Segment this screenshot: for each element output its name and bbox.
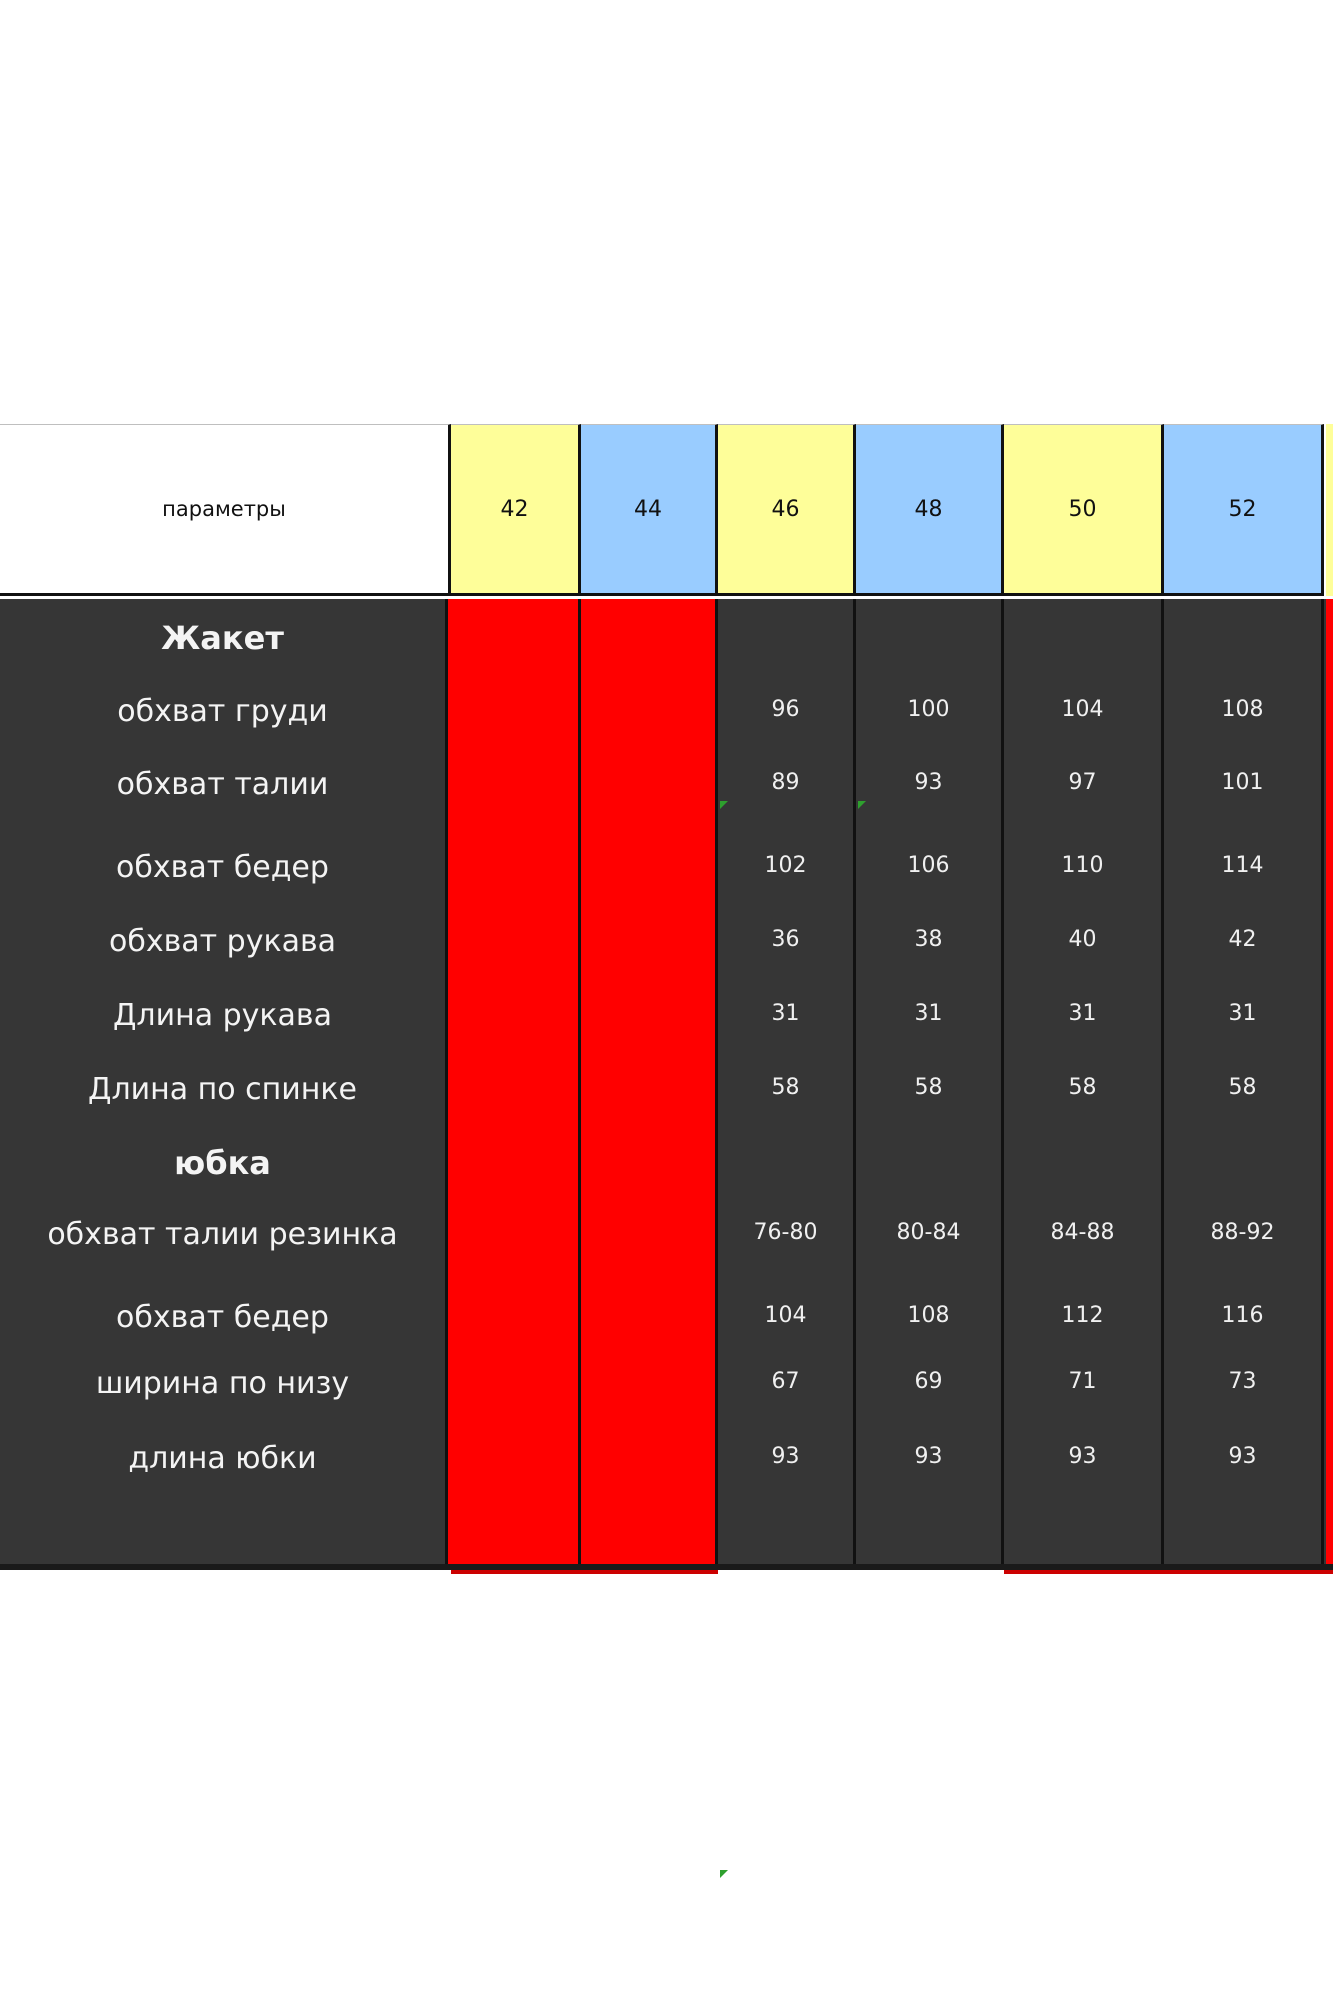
table-cell-value: 96 (771, 697, 800, 722)
row-label: обхват бедер (116, 1300, 329, 1335)
table-cell-value: 104 (1061, 697, 1104, 722)
section-heading: юбка (174, 1144, 271, 1182)
size-42-unavailable-column (448, 599, 581, 1564)
table-cell-value: 73 (1228, 1369, 1257, 1394)
table-cell-value: 58 (1228, 1075, 1257, 1100)
table-cell-value: 84-88 (1050, 1220, 1115, 1245)
size-label: 46 (771, 496, 800, 522)
table-cell-value: 112 (1061, 1303, 1104, 1328)
cell-comment-marker (720, 801, 728, 809)
table-cell-value: 88-92 (1210, 1220, 1275, 1245)
table-cell-value: 93 (914, 1444, 943, 1469)
table-cell-value: 58 (914, 1075, 943, 1100)
table-cell-value: 58 (771, 1075, 800, 1100)
size-label: 44 (634, 496, 662, 522)
row-label: ширина по низу (95, 1366, 350, 1401)
table-cell-value: 93 (1068, 1444, 1097, 1469)
cell-comment-marker (858, 801, 866, 809)
row-label: Длина рукава (112, 998, 332, 1033)
table-cell-value: 108 (907, 1303, 950, 1328)
table-cell-value: 89 (771, 770, 800, 795)
table-cell-value: 106 (907, 853, 950, 878)
table-cell-value: 31 (771, 1001, 800, 1026)
table-cell-value: 31 (1068, 1001, 1097, 1026)
size-44-unavailable-column (581, 599, 718, 1564)
size-header-48: 48 (856, 424, 1004, 596)
table-cell-value: 36 (771, 927, 800, 952)
next-column-edge (1326, 424, 1333, 596)
row-label: обхват бедер (116, 850, 329, 885)
row-label: обхват талии резинка (47, 1217, 398, 1252)
table-cell-value: 76-80 (753, 1220, 818, 1245)
row-label: обхват груди (117, 694, 328, 729)
table-cell-value: 42 (1228, 927, 1257, 952)
table-cell-value: 40 (1068, 927, 1097, 952)
size-chart-table: параметры 42 44 46 48 50 52 Жакет обхват … (0, 424, 1333, 1878)
red-underline (451, 1570, 718, 1574)
size-48-column: 100 93 106 38 31 58 80-84 108 69 93 (856, 599, 1004, 1564)
table-bottom-border (0, 1564, 1333, 1570)
size-52-column: 108 101 114 42 31 58 88-92 116 73 93 (1164, 599, 1324, 1564)
table-cell-value: 71 (1068, 1369, 1097, 1394)
row-label: длина юбки (128, 1441, 317, 1476)
table-cell-value: 116 (1221, 1303, 1264, 1328)
table-body: Жакет обхват груди обхват талии обхват беде… (0, 599, 1333, 1878)
size-50-column: 104 97 110 40 31 58 84-88 112 71 93 (1004, 599, 1164, 1564)
size-label: 50 (1068, 496, 1097, 522)
table-cell-value: 97 (1068, 770, 1097, 795)
row-labels-column: Жакет обхват груди обхват талии обхват беде… (0, 599, 448, 1564)
table-cell-value: 93 (914, 770, 943, 795)
header-label: параметры (162, 497, 286, 521)
size-header-46: 46 (718, 424, 856, 596)
row-label: Длина по спинке (88, 1072, 357, 1107)
header-row: параметры 42 44 46 48 50 52 (0, 424, 1333, 599)
table-cell-value: 101 (1221, 770, 1264, 795)
table-cell-value: 58 (1068, 1075, 1097, 1100)
row-label: обхват талии (116, 767, 329, 802)
table-cell-value: 80-84 (896, 1220, 961, 1245)
table-cell-value: 38 (914, 927, 943, 952)
row-label: обхват рукава (108, 924, 337, 959)
table-cell-value: 31 (1228, 1001, 1257, 1026)
table-cell-value: 93 (1228, 1444, 1257, 1469)
table-cell-value: 31 (914, 1001, 943, 1026)
size-label: 48 (914, 496, 943, 522)
size-header-42: 42 (451, 424, 581, 596)
size-header-52: 52 (1164, 424, 1324, 596)
section-heading: Жакет (161, 619, 284, 657)
cell-comment-marker (720, 1870, 728, 1878)
table-cell-value: 67 (771, 1369, 800, 1394)
table-cell-value: 108 (1221, 697, 1264, 722)
size-header-44: 44 (581, 424, 718, 596)
next-column-red-edge (1326, 599, 1333, 1569)
table-cell-value: 114 (1221, 853, 1264, 878)
table-cell-value: 69 (914, 1369, 943, 1394)
size-46-column: 96 89 102 36 31 58 76-80 104 67 93 (718, 599, 856, 1564)
size-label: 52 (1228, 496, 1257, 522)
table-cell-value: 100 (907, 697, 950, 722)
size-label: 42 (500, 496, 529, 522)
header-label-cell: параметры (0, 424, 451, 596)
table-cell-value: 104 (764, 1303, 807, 1328)
table-cell-value: 110 (1061, 853, 1104, 878)
table-cell-value: 93 (771, 1444, 800, 1469)
table-cell-value: 102 (764, 853, 807, 878)
red-underline (1004, 1570, 1333, 1574)
size-header-50: 50 (1004, 424, 1164, 596)
